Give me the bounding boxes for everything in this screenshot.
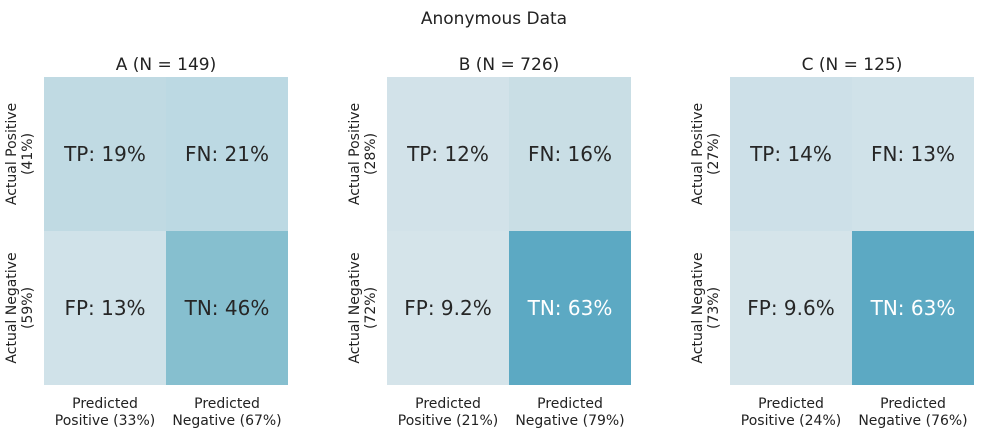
- cell-label: TN: 63%: [870, 296, 956, 320]
- cell-label: FN: 13%: [871, 142, 955, 166]
- row-label-line: Actual Positive: [690, 103, 706, 205]
- heatmap-cell: [730, 231, 852, 385]
- heatmap-cell: [44, 231, 166, 385]
- cell-label: TN: 63%: [527, 296, 613, 320]
- column-label: Predicted Positive (21%): [398, 396, 498, 429]
- column-label-line: Predicted: [415, 396, 481, 412]
- cell-label: FN: 16%: [528, 142, 612, 166]
- panel-title: B (N = 726): [459, 55, 560, 75]
- panel-b: B (N = 726) TP: 12% FN: 16% FP: 9.2% TN: 63%…: [347, 55, 631, 429]
- panel-c: C (N = 125) TP: 14% FN: 13% FP: 9.6% TN: 63%…: [690, 55, 974, 429]
- column-label-line: Predicted: [758, 396, 824, 412]
- row-label-line: (28%): [363, 133, 379, 175]
- row-label-line: (72%): [363, 287, 379, 329]
- column-label-line: Negative (79%): [515, 413, 624, 429]
- column-label-line: Positive (33%): [55, 413, 155, 429]
- heatmap-cell: [387, 231, 509, 385]
- cell-label: FN: 21%: [185, 142, 269, 166]
- heatmap-cell: [166, 77, 288, 231]
- column-label-line: Predicted: [880, 396, 946, 412]
- heatmap-cell: [166, 231, 288, 385]
- column-label-line: Predicted: [194, 396, 260, 412]
- row-label: Actual Positive(27%): [690, 103, 722, 205]
- row-label-line: Actual Negative: [4, 252, 20, 363]
- cell-label: FP: 13%: [64, 296, 145, 320]
- row-label-line: (59%): [20, 287, 36, 329]
- column-label-line: Negative (76%): [858, 413, 967, 429]
- row-label-line: (41%): [20, 133, 36, 175]
- heatmap-cell: [387, 77, 509, 231]
- row-label: Actual Negative(73%): [690, 252, 722, 363]
- row-label: Actual Negative(59%): [4, 252, 36, 363]
- row-label: Actual Positive(28%): [347, 103, 379, 205]
- cell-label: FP: 9.2%: [404, 296, 491, 320]
- panel-title: C (N = 125): [802, 55, 903, 75]
- cell-label: FP: 9.6%: [747, 296, 834, 320]
- heatmap-cell: [852, 231, 974, 385]
- row-label: Actual Positive(41%): [4, 103, 36, 205]
- column-label-line: Predicted: [537, 396, 603, 412]
- figure-title: Anonymous Data: [421, 9, 567, 29]
- row-label-line: (73%): [706, 287, 722, 329]
- heatmap-cell: [730, 77, 852, 231]
- cell-label: TP: 12%: [406, 142, 489, 166]
- row-label-line: (27%): [706, 133, 722, 175]
- row-label-line: Actual Positive: [347, 103, 363, 205]
- column-label: Predicted Negative (79%): [515, 396, 624, 429]
- panel-a: A (N = 149) TP: 19% FN: 21% FP: 13% TN: 46% A…: [4, 55, 288, 429]
- row-label-line: Actual Negative: [690, 252, 706, 363]
- column-label: Predicted Negative (76%): [858, 396, 967, 429]
- cell-label: TP: 19%: [63, 142, 146, 166]
- column-label: Predicted Positive (33%): [55, 396, 155, 429]
- panel-title: A (N = 149): [116, 55, 217, 75]
- heatmap-cell: [509, 77, 631, 231]
- row-label-line: Actual Negative: [347, 252, 363, 363]
- column-label-line: Negative (67%): [172, 413, 281, 429]
- column-label-line: Predicted: [72, 396, 138, 412]
- row-label: Actual Negative(72%): [347, 252, 379, 363]
- column-label: Predicted Negative (67%): [172, 396, 281, 429]
- cell-label: TN: 46%: [184, 296, 270, 320]
- heatmap-cell: [44, 77, 166, 231]
- column-label: Predicted Positive (24%): [741, 396, 841, 429]
- row-label-line: Actual Positive: [4, 103, 20, 205]
- heatmap-cell: [852, 77, 974, 231]
- cell-label: TP: 14%: [749, 142, 832, 166]
- heatmap-cell: [509, 231, 631, 385]
- column-label-line: Positive (24%): [741, 413, 841, 429]
- column-label-line: Positive (21%): [398, 413, 498, 429]
